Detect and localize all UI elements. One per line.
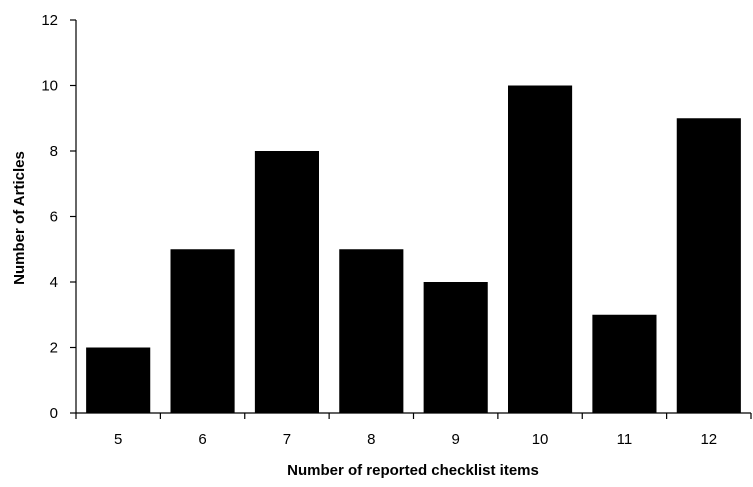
y-tick-label: 12 [41,12,58,29]
y-tick-label: 2 [50,340,58,357]
y-tick-label: 8 [50,143,58,160]
x-tick-label: 10 [532,431,549,448]
x-tick-label: 8 [367,431,375,448]
bars-group [86,85,741,413]
x-axis-title: Number of reported checklist items [287,462,539,479]
x-tick-label: 6 [198,431,206,448]
y-tick-label: 10 [41,78,58,95]
y-tick-label: 4 [50,274,58,291]
bar-7 [254,151,319,413]
x-tick-label: 7 [283,431,291,448]
x-axis: 5 6 7 8 9 10 11 12 [75,412,752,448]
x-tick-label: 11 [617,431,633,448]
y-axis: 0 2 4 6 8 10 12 [41,12,77,422]
bar-12 [676,118,741,413]
bar-9 [423,282,488,413]
bar-8 [339,249,404,413]
y-axis-title: Number of Articles [11,151,28,285]
x-tick-label: 9 [452,431,460,448]
x-tick-label: 5 [114,431,122,448]
y-tick-label: 0 [50,405,58,422]
bar-5 [86,347,151,413]
y-tick-label: 6 [50,209,58,226]
bar-6 [170,249,235,413]
bar-11 [592,314,657,413]
bar-10 [508,85,573,413]
x-tick-label: 12 [700,431,717,448]
